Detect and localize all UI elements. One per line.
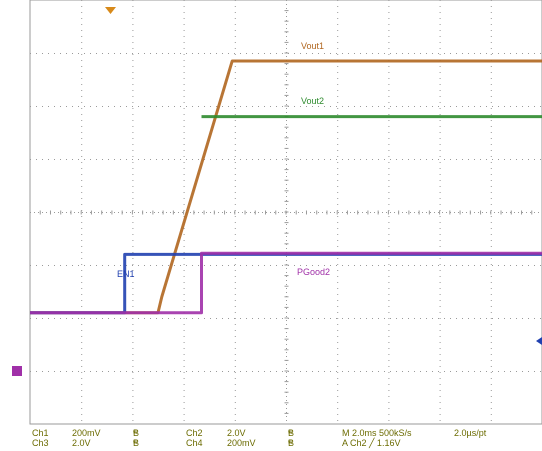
label-en1: EN1 (117, 269, 135, 279)
ch1-label: Ch1 (32, 428, 49, 438)
trace-vout1 (30, 59, 542, 315)
reference-markers (12, 7, 542, 376)
ch2-scale: 2.0V (227, 428, 246, 438)
trace-labels: Vout1 Vout2 EN1 PGood2 (117, 41, 330, 279)
ch4-scale: 200mV (227, 438, 256, 448)
trace-en1 (30, 252, 542, 315)
sample-interval: 2.0µs/pt (454, 428, 487, 438)
trace-pgood2 (30, 251, 542, 315)
ch3-scale: 2.0V (72, 438, 91, 448)
traces (30, 59, 542, 315)
timebase-readout: M 2.0ms 500kS/s (342, 428, 412, 438)
graticule-grid (29, 0, 542, 425)
trigger-readout: A Ch2 ╱ 1.16V (342, 438, 401, 448)
channel-ground-marker (12, 366, 22, 376)
label-vout2: Vout2 (301, 96, 324, 106)
trigger-level-marker (536, 337, 542, 345)
ch2-label: Ch2 (186, 428, 203, 438)
trigger-position-marker (105, 7, 116, 14)
label-pgood2: PGood2 (297, 267, 330, 277)
ch1-scale: 200mV (72, 428, 101, 438)
ch3-label: Ch3 (32, 438, 49, 448)
ch4-label: Ch4 (186, 438, 203, 448)
label-vout1: Vout1 (301, 41, 324, 51)
